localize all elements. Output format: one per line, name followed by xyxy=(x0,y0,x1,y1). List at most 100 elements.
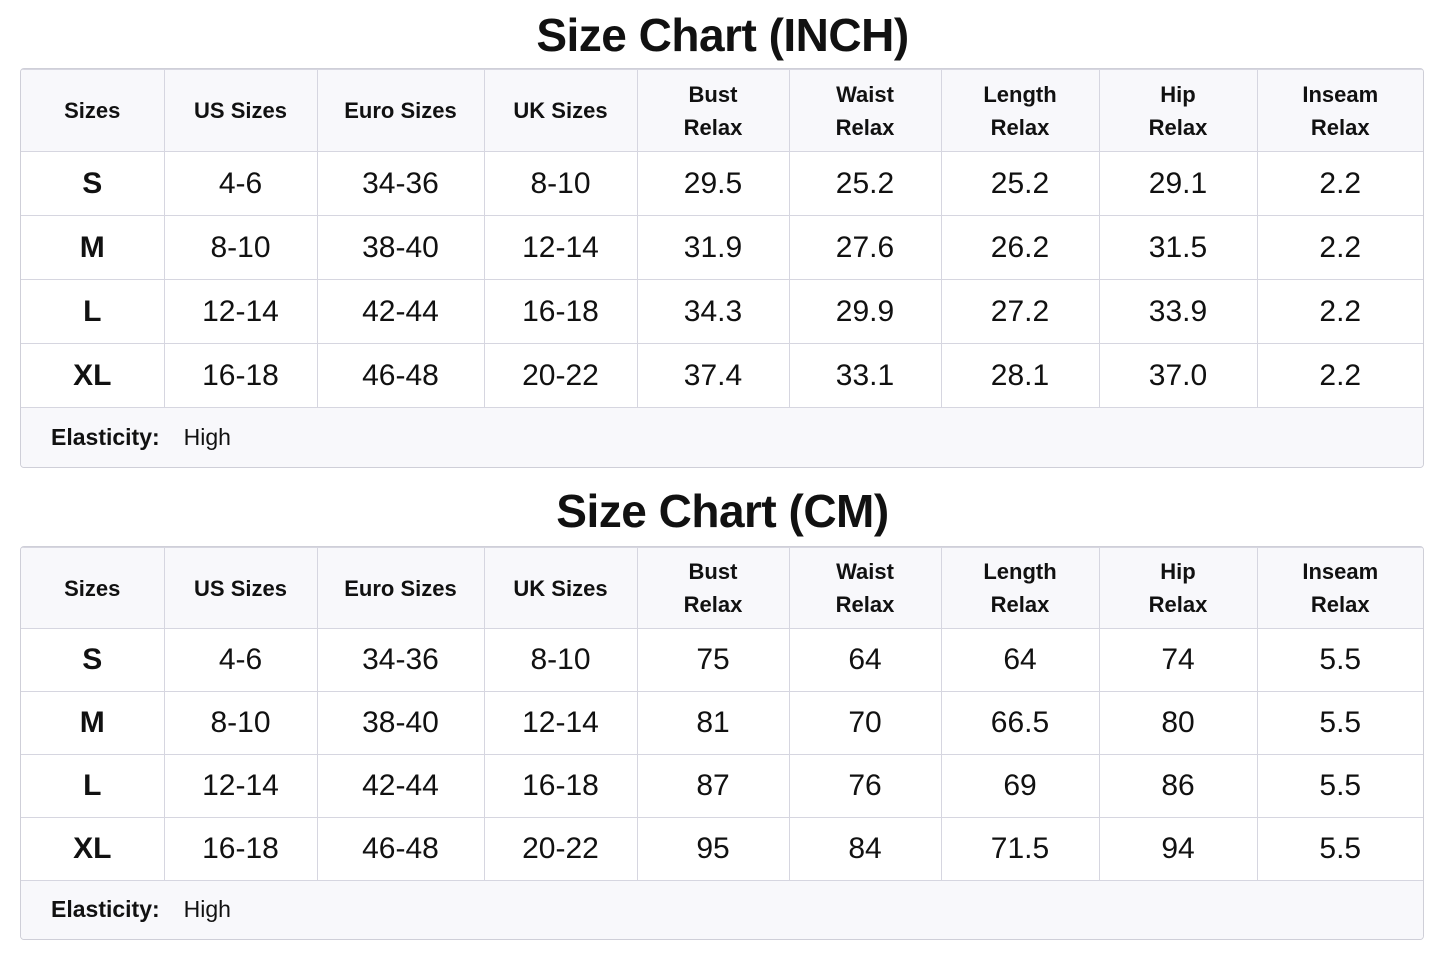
cell: 29.9 xyxy=(788,279,942,344)
cell: 12-14 xyxy=(483,215,638,280)
header-line: Relax xyxy=(835,114,895,140)
header-line: Waist xyxy=(836,559,894,584)
cell: 5.5 xyxy=(1256,754,1423,818)
size-table: Sizes US Sizes Euro Sizes UK Sizes Bust Relax… xyxy=(20,546,1424,940)
cell: 71.5 xyxy=(940,817,1100,881)
header-line: UK Sizes xyxy=(513,98,608,123)
footer-value: High xyxy=(183,896,231,923)
cell: 75 xyxy=(636,628,790,692)
footer-cell: Elasticity: High xyxy=(21,407,1423,467)
cell: 31.9 xyxy=(636,215,790,280)
cell: 74 xyxy=(1098,628,1258,692)
cell: 38-40 xyxy=(316,215,485,280)
cell: 80 xyxy=(1098,691,1258,755)
data-row: M 8-10 38-40 12-14 81 70 66.5 80 5.5 xyxy=(21,691,1423,755)
column-header: Waist Relax xyxy=(788,69,942,152)
footer-value: High xyxy=(183,423,231,450)
table: Sizes US Sizes Euro Sizes UK Sizes Bust Relax… xyxy=(21,547,1423,939)
cell: XL xyxy=(21,817,165,881)
header-line: Hip xyxy=(1160,81,1196,107)
column-header: Bust Relax xyxy=(636,547,790,629)
cell: 5.5 xyxy=(1256,817,1423,881)
data-row: L 12-14 42-44 16-18 34.3 29.9 27.2 33.9 2.2 xyxy=(21,279,1423,344)
header-line: Inseam xyxy=(1302,559,1379,584)
data-row: S 4-6 34-36 8-10 29.5 25.2 25.2 29.1 2.2 xyxy=(21,151,1423,216)
cell: 12-14 xyxy=(483,691,638,755)
cell: 2.2 xyxy=(1256,343,1423,408)
cell: 8-10 xyxy=(163,691,318,755)
table-title: Size Chart (INCH) xyxy=(536,9,909,61)
cell: 29.5 xyxy=(636,151,790,216)
column-header: US Sizes xyxy=(163,69,318,152)
header-line: Relax xyxy=(990,592,1050,617)
cell: 16-18 xyxy=(163,343,318,408)
column-header: US Sizes xyxy=(163,547,318,629)
column-header: Hip Relax xyxy=(1098,547,1258,629)
column-header: UK Sizes xyxy=(483,69,638,152)
header-line: Length xyxy=(983,559,1057,584)
header-line: Euro Sizes xyxy=(344,98,457,123)
column-header: Waist Relax xyxy=(788,547,942,629)
cell: 34.3 xyxy=(636,279,790,344)
cell: 86 xyxy=(1098,754,1258,818)
data-row: M 8-10 38-40 12-14 31.9 27.6 26.2 31.5 2.2 xyxy=(21,215,1423,280)
cell: 34-36 xyxy=(316,151,485,216)
cell: 81 xyxy=(636,691,790,755)
column-header: Sizes xyxy=(21,69,165,152)
cell: S xyxy=(21,628,165,692)
cell: 70 xyxy=(788,691,942,755)
header-line: Relax xyxy=(1148,114,1208,140)
cell: 12-14 xyxy=(163,754,318,818)
cell: 20-22 xyxy=(483,343,638,408)
cell: 69 xyxy=(940,754,1100,818)
cell: 20-22 xyxy=(483,817,638,881)
column-header: Euro Sizes xyxy=(316,69,485,152)
column-header: Length Relax xyxy=(940,547,1100,629)
footer-row: Elasticity: High xyxy=(21,880,1423,939)
cell: 5.5 xyxy=(1256,691,1423,755)
cell: 87 xyxy=(636,754,790,818)
header-line: Bust xyxy=(688,81,738,107)
cell: 27.6 xyxy=(788,215,942,280)
cell: 29.1 xyxy=(1098,151,1258,216)
cell: 46-48 xyxy=(316,817,485,881)
table: Sizes US Sizes Euro Sizes UK Sizes Bust Relax… xyxy=(21,69,1423,467)
header-line: Relax xyxy=(1148,592,1208,617)
column-header: Sizes xyxy=(21,547,165,629)
header-line: Bust xyxy=(688,559,738,584)
header-line: Sizes xyxy=(64,575,121,601)
header-row: Sizes US Sizes Euro Sizes UK Sizes Bust Relax… xyxy=(21,69,1423,152)
cell: 16-18 xyxy=(483,754,638,818)
cell: 42-44 xyxy=(316,754,485,818)
cell: 4-6 xyxy=(163,151,318,216)
data-row: XL 16-18 46-48 20-22 37.4 33.1 28.1 37.0 2.2 xyxy=(21,343,1423,408)
cell: M xyxy=(21,691,165,755)
cell: 33.9 xyxy=(1098,279,1258,344)
cell: 95 xyxy=(636,817,790,881)
cell: 42-44 xyxy=(316,279,485,344)
header-line: UK Sizes xyxy=(513,575,608,601)
cell: 34-36 xyxy=(316,628,485,692)
header-line: Inseam xyxy=(1302,81,1379,107)
column-header: Euro Sizes xyxy=(316,547,485,629)
footer-label: Elasticity: xyxy=(51,896,160,923)
cell: 64 xyxy=(788,628,942,692)
cell: 16-18 xyxy=(483,279,638,344)
column-header: Inseam Relax xyxy=(1256,547,1423,629)
cell: 8-10 xyxy=(483,151,638,216)
cell: XL xyxy=(21,343,165,408)
column-header: Inseam Relax xyxy=(1256,69,1423,152)
cell: L xyxy=(21,754,165,818)
cell: 25.2 xyxy=(940,151,1100,216)
header-line: Relax xyxy=(683,114,743,140)
cell: 84 xyxy=(788,817,942,881)
header-line: Relax xyxy=(1310,114,1370,140)
cell: 94 xyxy=(1098,817,1258,881)
data-row: S 4-6 34-36 8-10 75 64 64 74 5.5 xyxy=(21,628,1423,692)
data-row: L 12-14 42-44 16-18 87 76 69 86 5.5 xyxy=(21,754,1423,818)
cell: 8-10 xyxy=(483,628,638,692)
cell: 76 xyxy=(788,754,942,818)
header-line: Relax xyxy=(1310,592,1370,617)
header-line: Relax xyxy=(990,114,1050,140)
